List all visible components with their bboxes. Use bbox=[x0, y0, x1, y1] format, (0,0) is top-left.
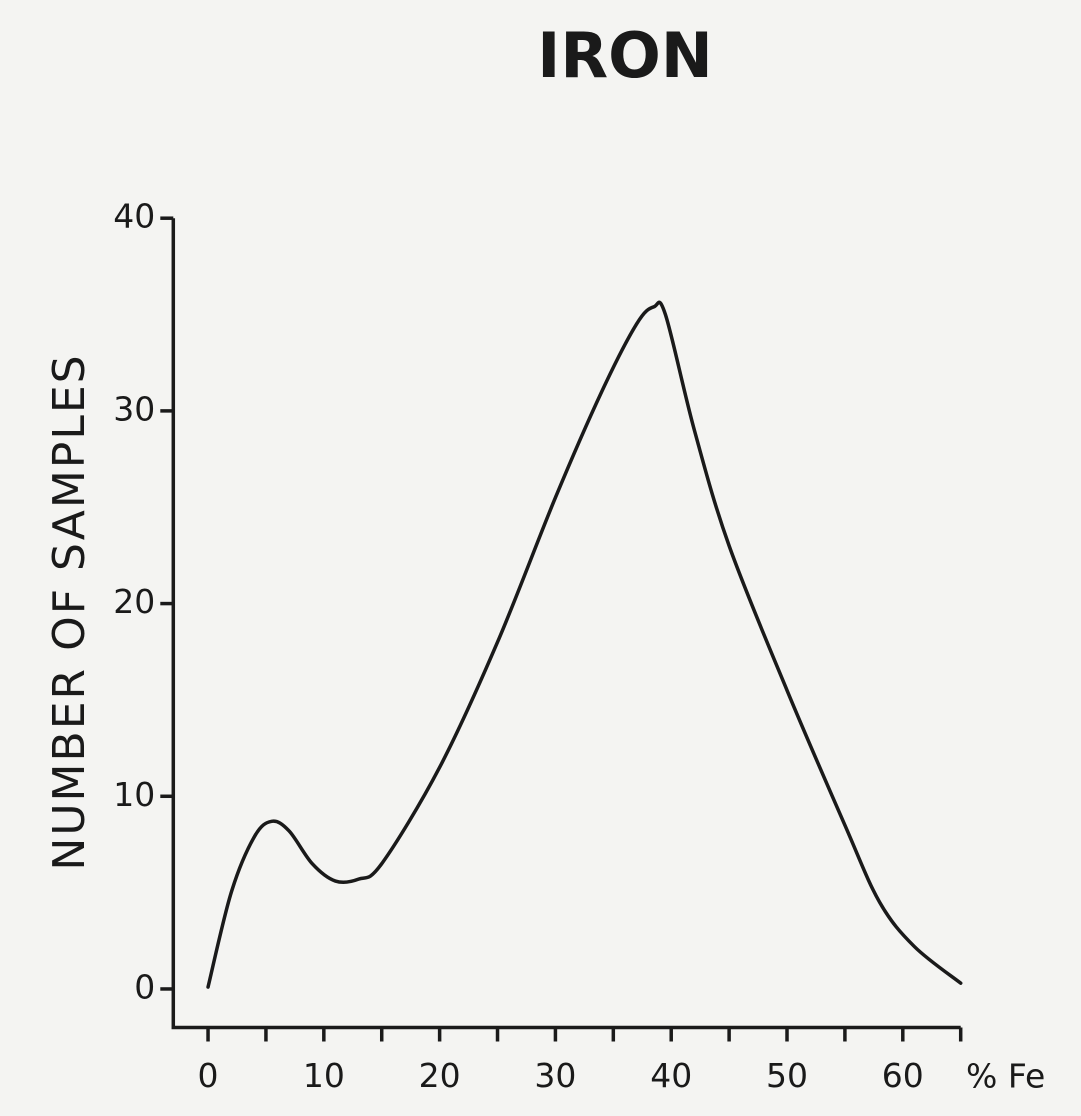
x-tick-label: 30 bbox=[534, 1056, 576, 1095]
y-tick-label: 20 bbox=[113, 582, 155, 621]
x-tick-label: 0 bbox=[198, 1056, 219, 1095]
y-axis-label: NUMBER OF SAMPLES bbox=[44, 353, 95, 870]
axes bbox=[171, 218, 961, 1030]
x-tick-label: 60 bbox=[882, 1056, 924, 1095]
y-tick-label: 0 bbox=[134, 967, 155, 1006]
x-tick-label: 10 bbox=[303, 1056, 345, 1095]
x-tick-label: 50 bbox=[766, 1056, 808, 1095]
y-tick-label: 10 bbox=[113, 775, 155, 814]
x-tick-label: 40 bbox=[650, 1056, 692, 1095]
chart-title: IRON bbox=[537, 19, 712, 92]
data-line bbox=[206, 300, 963, 989]
y-tick-label: 30 bbox=[113, 389, 155, 428]
y-tick-label: 40 bbox=[113, 197, 155, 236]
x-tick-label: 20 bbox=[419, 1056, 461, 1095]
x-axis-label: % Fe bbox=[966, 1057, 1045, 1096]
